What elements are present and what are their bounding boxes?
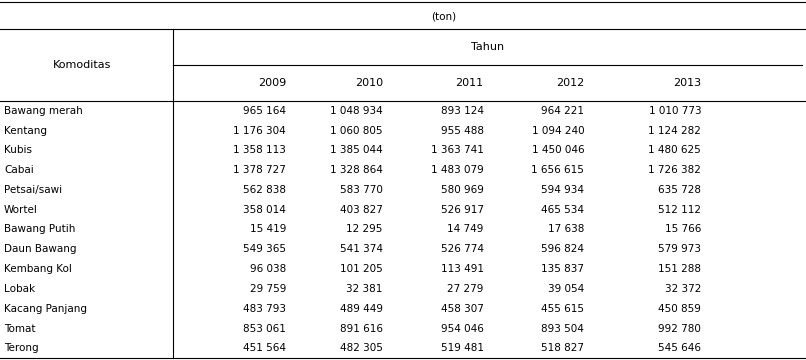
Text: 483 793: 483 793 (243, 304, 286, 314)
Text: 1 726 382: 1 726 382 (648, 165, 701, 175)
Text: 1 656 615: 1 656 615 (531, 165, 584, 175)
Text: 965 164: 965 164 (243, 106, 286, 116)
Text: 1 048 934: 1 048 934 (330, 106, 383, 116)
Text: 489 449: 489 449 (340, 304, 383, 314)
Text: 458 307: 458 307 (441, 304, 484, 314)
Text: 101 205: 101 205 (340, 264, 383, 274)
Text: 1 124 282: 1 124 282 (648, 126, 701, 135)
Text: 1 480 625: 1 480 625 (649, 145, 701, 155)
Text: 15 766: 15 766 (665, 225, 701, 234)
Text: Petsai/sawi: Petsai/sawi (4, 185, 62, 195)
Text: Bawang Putih: Bawang Putih (4, 225, 76, 234)
Text: 519 481: 519 481 (441, 343, 484, 353)
Text: 32 372: 32 372 (665, 284, 701, 294)
Text: 1 385 044: 1 385 044 (330, 145, 383, 155)
Text: 1 450 046: 1 450 046 (532, 145, 584, 155)
Text: Terong: Terong (4, 343, 39, 353)
Text: 1 060 805: 1 060 805 (330, 126, 383, 135)
Text: Kembang Kol: Kembang Kol (4, 264, 72, 274)
Text: 964 221: 964 221 (542, 106, 584, 116)
Text: 1 358 113: 1 358 113 (233, 145, 286, 155)
Text: 635 728: 635 728 (659, 185, 701, 195)
Text: 96 038: 96 038 (250, 264, 286, 274)
Text: 1 176 304: 1 176 304 (234, 126, 286, 135)
Text: 39 054: 39 054 (548, 284, 584, 294)
Text: Tomat: Tomat (4, 324, 35, 333)
Text: (ton): (ton) (430, 11, 456, 21)
Text: 541 374: 541 374 (340, 244, 383, 254)
Text: 583 770: 583 770 (340, 185, 383, 195)
Text: 27 279: 27 279 (447, 284, 484, 294)
Text: 2012: 2012 (556, 78, 584, 88)
Text: 135 837: 135 837 (542, 264, 584, 274)
Text: 891 616: 891 616 (340, 324, 383, 333)
Text: 596 824: 596 824 (542, 244, 584, 254)
Text: 594 934: 594 934 (542, 185, 584, 195)
Text: 512 112: 512 112 (659, 205, 701, 215)
Text: Tahun: Tahun (471, 42, 505, 52)
Text: Komoditas: Komoditas (53, 60, 111, 70)
Text: 1 328 864: 1 328 864 (330, 165, 383, 175)
Text: Daun Bawang: Daun Bawang (4, 244, 77, 254)
Text: 1 378 727: 1 378 727 (233, 165, 286, 175)
Text: 1 094 240: 1 094 240 (532, 126, 584, 135)
Text: 29 759: 29 759 (250, 284, 286, 294)
Text: 14 749: 14 749 (447, 225, 484, 234)
Text: 2010: 2010 (355, 78, 383, 88)
Text: 526 774: 526 774 (441, 244, 484, 254)
Text: 1 363 741: 1 363 741 (430, 145, 484, 155)
Text: 32 381: 32 381 (347, 284, 383, 294)
Text: 992 780: 992 780 (659, 324, 701, 333)
Text: 2011: 2011 (455, 78, 484, 88)
Text: 113 491: 113 491 (441, 264, 484, 274)
Text: 1 010 773: 1 010 773 (649, 106, 701, 116)
Text: 955 488: 955 488 (441, 126, 484, 135)
Text: 580 969: 580 969 (441, 185, 484, 195)
Text: 893 504: 893 504 (542, 324, 584, 333)
Text: Bawang merah: Bawang merah (4, 106, 83, 116)
Text: 562 838: 562 838 (243, 185, 286, 195)
Text: 451 564: 451 564 (243, 343, 286, 353)
Text: Kacang Panjang: Kacang Panjang (4, 304, 87, 314)
Text: Lobak: Lobak (4, 284, 35, 294)
Text: 545 646: 545 646 (659, 343, 701, 353)
Text: Kentang: Kentang (4, 126, 47, 135)
Text: 893 124: 893 124 (441, 106, 484, 116)
Text: Cabai: Cabai (4, 165, 34, 175)
Text: 403 827: 403 827 (340, 205, 383, 215)
Text: 518 827: 518 827 (542, 343, 584, 353)
Text: 853 061: 853 061 (243, 324, 286, 333)
Text: Wortel: Wortel (4, 205, 38, 215)
Text: 450 859: 450 859 (659, 304, 701, 314)
Text: 17 638: 17 638 (548, 225, 584, 234)
Text: 549 365: 549 365 (243, 244, 286, 254)
Text: 579 973: 579 973 (659, 244, 701, 254)
Text: Kubis: Kubis (4, 145, 32, 155)
Text: 15 419: 15 419 (250, 225, 286, 234)
Text: 151 288: 151 288 (659, 264, 701, 274)
Text: 2013: 2013 (673, 78, 701, 88)
Text: 526 917: 526 917 (441, 205, 484, 215)
Text: 482 305: 482 305 (340, 343, 383, 353)
Text: 2009: 2009 (258, 78, 286, 88)
Text: 954 046: 954 046 (441, 324, 484, 333)
Text: 455 615: 455 615 (542, 304, 584, 314)
Text: 12 295: 12 295 (347, 225, 383, 234)
Text: 465 534: 465 534 (542, 205, 584, 215)
Text: 1 483 079: 1 483 079 (431, 165, 484, 175)
Text: 358 014: 358 014 (243, 205, 286, 215)
